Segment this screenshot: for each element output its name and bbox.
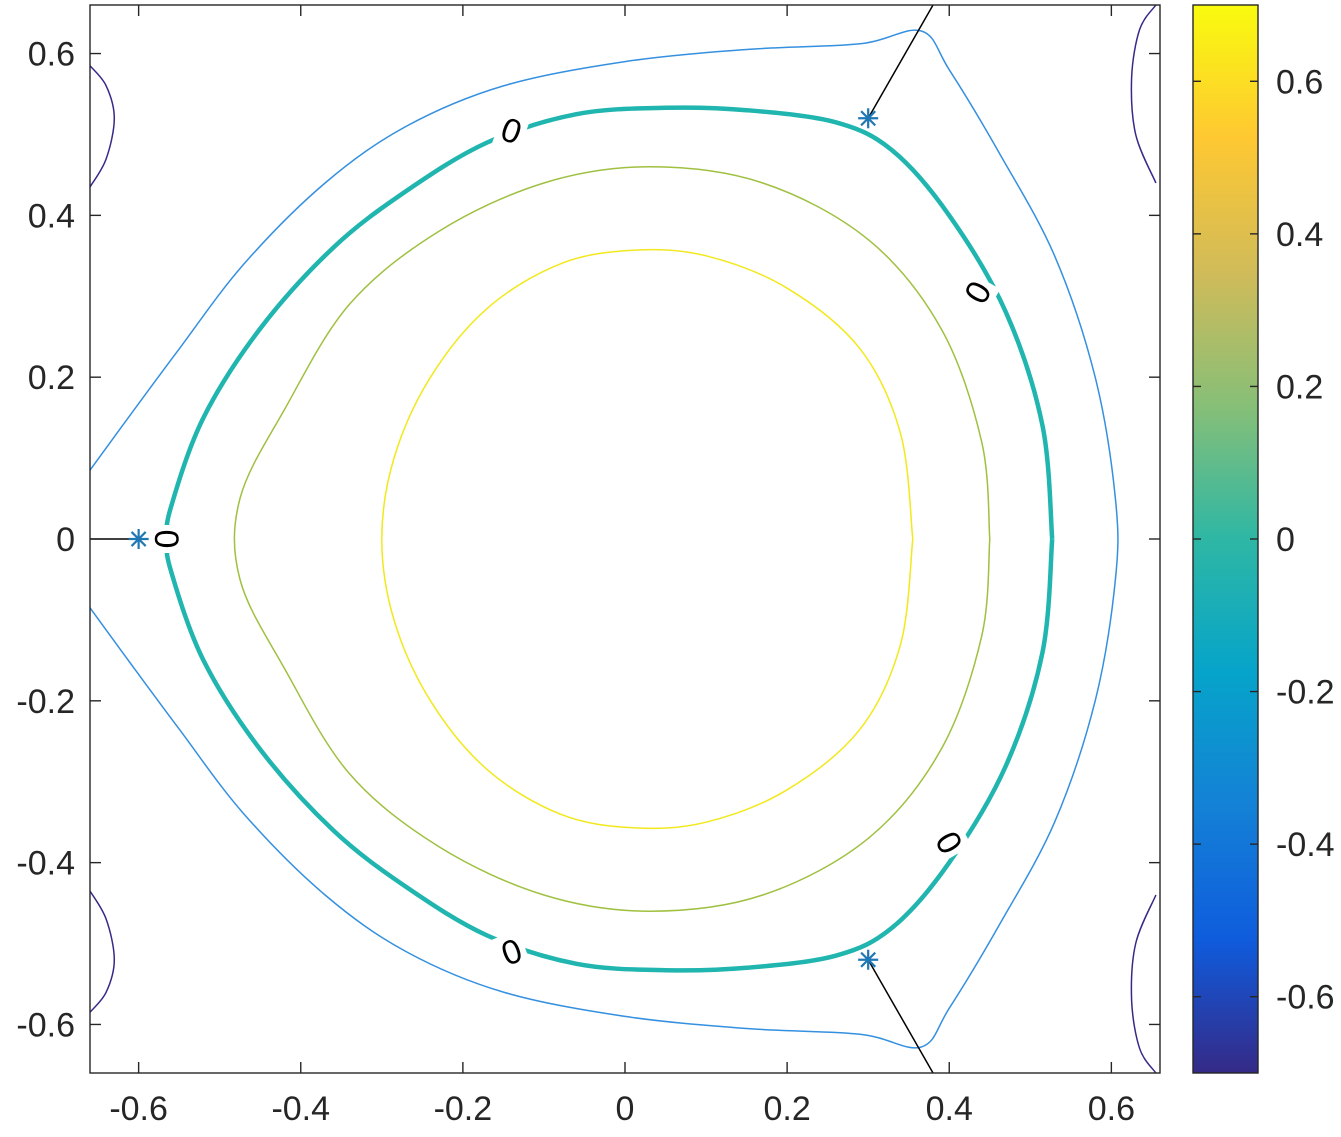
star-marker [858, 108, 879, 129]
y-axis-ticks: -0.6 -0.4 -0.2 0 0.2 0.4 0.6 [16, 36, 1160, 1044]
colorbar-tick-label: -0.4 [1276, 826, 1335, 864]
contour-line [381, 248, 914, 830]
star-marker [128, 529, 149, 549]
contour-line [233, 166, 991, 912]
y-tick-label: 0 [56, 521, 75, 559]
colorbar-tick-label: -0.2 [1276, 674, 1335, 712]
colorbar-ticks: 0.6 0.4 0.2 0 -0.2 -0.4 -0.6 [1193, 63, 1335, 1017]
contour-label-text: 0 [147, 530, 185, 549]
y-tick-label: 0.2 [28, 359, 75, 397]
x-tick-label: 0.2 [763, 1090, 810, 1128]
connector-line [867, 5, 934, 119]
x-axis-ticks: -0.6 -0.4 -0.2 0 0.2 0.4 0.6 [109, 5, 1135, 1128]
connector-line [867, 959, 934, 1073]
y-tick-label: -0.6 [16, 1006, 75, 1044]
x-tick-label: 0 [616, 1090, 635, 1128]
contour-line [1130, 5, 1157, 184]
y-tick-label: -0.2 [16, 683, 75, 721]
colorbar-tick-label: 0.2 [1276, 368, 1323, 406]
plot-area [90, 5, 1160, 1073]
colorbar-tick-label: -0.6 [1276, 979, 1335, 1017]
contour-line [90, 890, 116, 1013]
contour-label: 0 [147, 525, 186, 553]
colorbar-tick-label: 0.6 [1276, 63, 1323, 101]
colorbar [1193, 5, 1258, 1073]
x-tick-label: -0.2 [434, 1090, 493, 1128]
colorbar-tick-label: 0 [1276, 521, 1295, 559]
y-tick-label: 0.4 [28, 197, 75, 235]
star-markers [128, 108, 879, 970]
y-tick-label: 0.6 [28, 36, 75, 74]
star-marker [858, 949, 879, 970]
x-tick-label: -0.4 [271, 1090, 330, 1128]
x-tick-label: -0.6 [109, 1090, 168, 1128]
y-tick-label: -0.4 [16, 845, 75, 883]
contour-line [1130, 894, 1157, 1073]
x-tick-label: 0.6 [1088, 1090, 1135, 1128]
colorbar-tick-label: 0.4 [1276, 216, 1323, 254]
x-tick-label: 0.4 [926, 1090, 973, 1128]
contour-line [90, 65, 116, 188]
contour-line [90, 29, 1119, 1049]
